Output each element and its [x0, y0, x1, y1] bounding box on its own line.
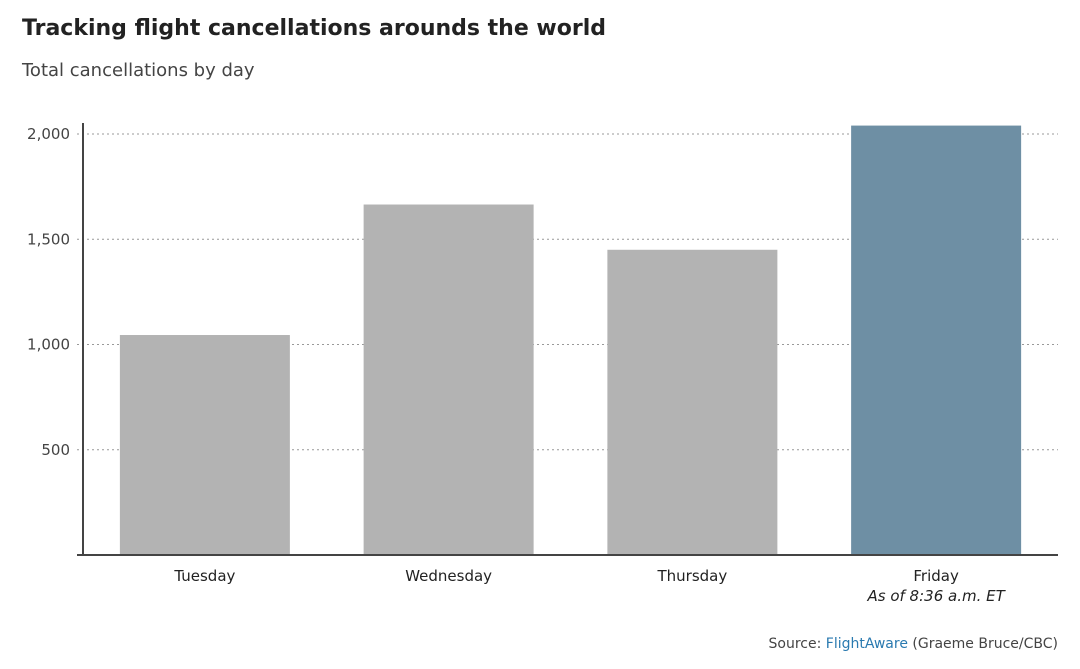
source-line: Source: FlightAware (Graeme Bruce/CBC): [769, 636, 1059, 652]
x-tick-label: Tuesday: [173, 567, 235, 585]
source-suffix: (Graeme Bruce/CBC): [907, 636, 1058, 652]
y-tick-label: 1,500: [27, 230, 70, 248]
y-tick-label: 500: [41, 441, 70, 459]
bar: [851, 125, 1022, 555]
bar: [363, 204, 534, 555]
x-tick-note: As of 8:36 a.m. ET: [866, 587, 1006, 605]
bar: [607, 249, 778, 555]
x-tick-label: Thursday: [657, 567, 728, 585]
chart-subtitle: Total cancellations by day: [22, 60, 255, 81]
source-link[interactable]: FlightAware: [825, 636, 908, 652]
bar: [119, 335, 290, 555]
y-tick-label: 1,000: [27, 336, 70, 354]
y-tick-label: 2,000: [27, 125, 70, 143]
x-tick-label: Wednesday: [405, 567, 492, 585]
source-prefix: Source:: [768, 636, 826, 652]
x-tick-label: Friday: [913, 567, 959, 585]
chart-title: Tracking flight cancellations arounds th…: [22, 16, 606, 41]
